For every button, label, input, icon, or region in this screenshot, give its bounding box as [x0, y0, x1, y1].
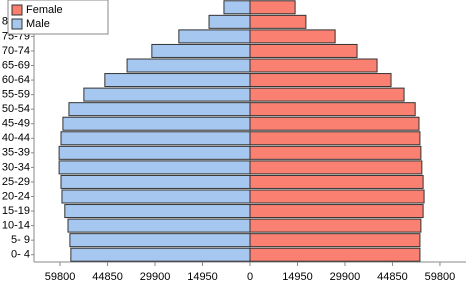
bar — [68, 102, 251, 117]
y-tick-label: 0- 4 — [11, 249, 30, 261]
y-tick-label: 60-64 — [2, 74, 30, 86]
bar — [249, 102, 416, 117]
y-tick-label: 20-24 — [2, 190, 30, 202]
legend-swatch — [11, 4, 23, 16]
x-tick-label: 44850 — [92, 271, 123, 283]
legend-label: Female — [26, 4, 63, 16]
legend-label: Male — [26, 18, 50, 30]
x-tick-label: 29900 — [330, 271, 361, 283]
bar — [61, 189, 251, 204]
bar — [249, 233, 421, 248]
bar — [249, 131, 421, 146]
bar — [223, 0, 251, 15]
bar — [249, 29, 336, 44]
x-tick-label: 44850 — [377, 271, 408, 283]
bar — [249, 58, 378, 73]
bar — [126, 58, 251, 73]
bar — [67, 218, 251, 233]
bar — [249, 160, 423, 175]
bar — [62, 116, 251, 131]
bar — [83, 87, 251, 102]
bar — [249, 247, 421, 262]
bar — [249, 0, 296, 15]
bar — [249, 73, 392, 88]
bar — [249, 145, 422, 160]
y-tick-label: 50-54 — [2, 103, 30, 115]
x-tick-label: 0 — [247, 271, 253, 283]
bar — [249, 204, 424, 219]
bar — [69, 233, 251, 248]
y-tick-label: 25-29 — [2, 176, 30, 188]
y-tick-label: 30-34 — [2, 161, 30, 173]
y-tick-label: 35-39 — [2, 147, 30, 159]
bar — [249, 87, 405, 102]
y-tick-label: 55-59 — [2, 89, 30, 101]
bar — [178, 29, 251, 44]
bar — [208, 14, 251, 29]
bar — [70, 247, 251, 262]
legend-box — [7, 0, 109, 35]
legend-swatch — [11, 18, 23, 30]
bar — [60, 174, 251, 189]
x-tick-label: 29900 — [140, 271, 171, 283]
y-tick-label: 70-74 — [2, 45, 30, 57]
bar — [60, 131, 251, 146]
bar — [64, 204, 251, 219]
bar — [249, 218, 422, 233]
bar — [249, 174, 424, 189]
bar — [249, 189, 425, 204]
x-tick-label: 14950 — [282, 271, 313, 283]
x-tick-label: 59800 — [425, 271, 456, 283]
bar — [58, 145, 251, 160]
bar — [104, 73, 251, 88]
y-tick-label: 40-44 — [2, 132, 30, 144]
x-tick-label: 14950 — [187, 271, 218, 283]
x-tick-label: 59800 — [45, 271, 76, 283]
bar — [249, 116, 420, 131]
y-tick-label: 5- 9 — [11, 234, 30, 246]
bar — [249, 14, 307, 29]
y-tick-label: 10-14 — [2, 220, 30, 232]
y-tick-label: 15-19 — [2, 205, 30, 217]
y-tick-label: 65-69 — [2, 59, 30, 71]
bar — [249, 43, 358, 58]
y-tick-label: 45-49 — [2, 118, 30, 130]
bar — [151, 43, 251, 58]
bar — [58, 160, 251, 175]
